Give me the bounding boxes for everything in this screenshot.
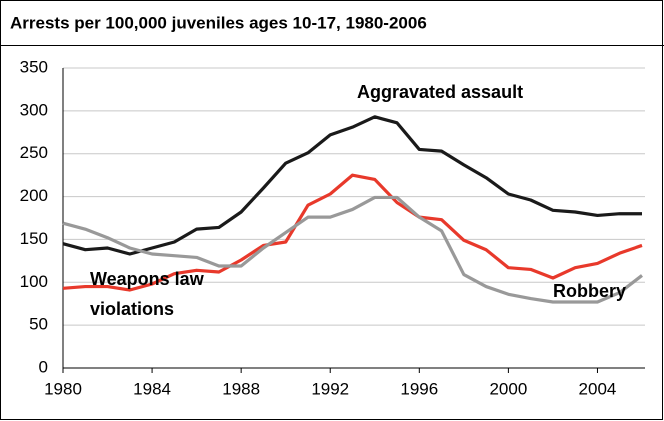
x-tick-label: 2000 — [489, 379, 527, 398]
x-tick-label: 1988 — [222, 379, 260, 398]
y-tick-label: 0 — [39, 357, 48, 376]
y-tick-label: 250 — [20, 143, 48, 162]
series-label: Robbery — [553, 281, 626, 301]
series-label: violations — [90, 299, 174, 319]
y-tick-label: 150 — [20, 229, 48, 248]
chart-title: Arrests per 100,000 juveniles ages 10-17… — [10, 13, 427, 32]
y-tick-label: 300 — [20, 100, 48, 119]
y-tick-label: 350 — [20, 57, 48, 76]
series-label: Aggravated assault — [357, 82, 523, 102]
x-tick-label: 1984 — [133, 379, 171, 398]
y-tick-label: 50 — [29, 315, 48, 334]
series-line — [62, 115, 642, 256]
series-line — [62, 173, 643, 292]
x-tick-label: 1992 — [311, 379, 349, 398]
y-tick-label: 200 — [20, 186, 48, 205]
x-tick-label: 2004 — [579, 379, 617, 398]
series-line — [62, 195, 643, 304]
series-label: Weapons law — [90, 269, 205, 289]
x-tick-label: 1980 — [44, 379, 82, 398]
x-tick-label: 1996 — [400, 379, 438, 398]
y-tick-label: 100 — [20, 272, 48, 291]
